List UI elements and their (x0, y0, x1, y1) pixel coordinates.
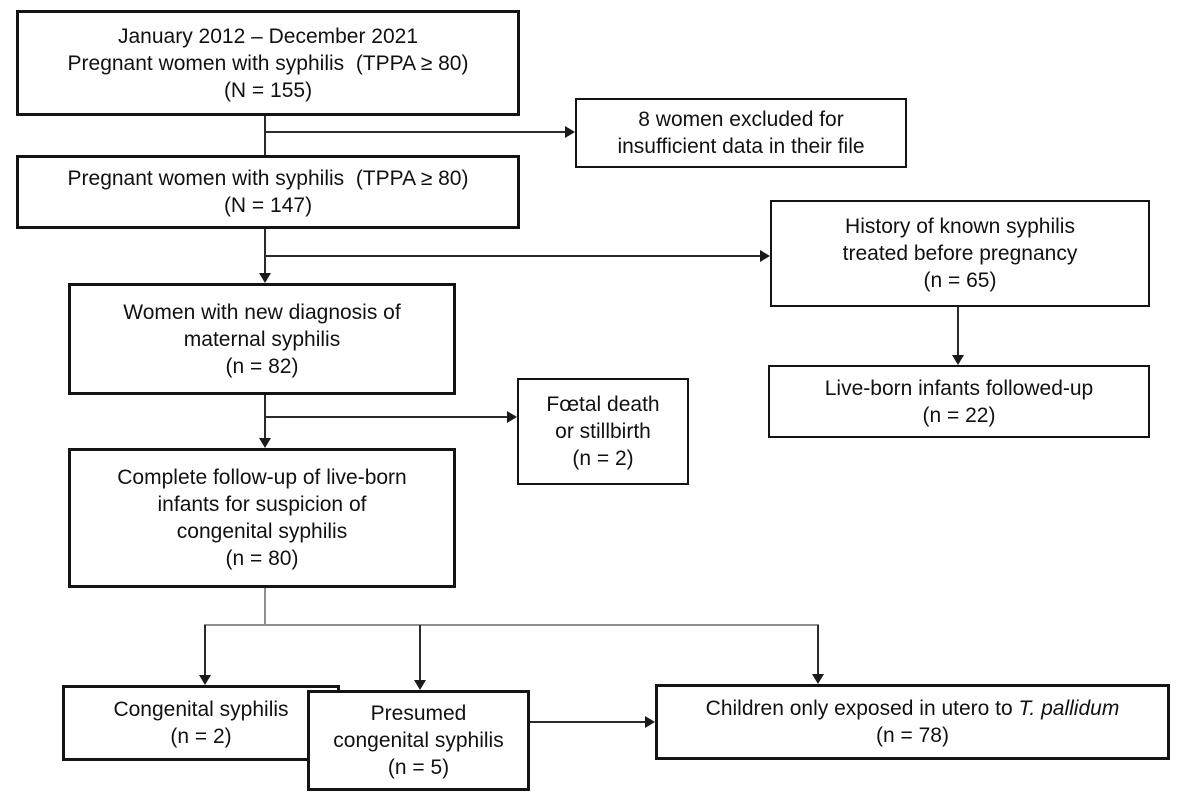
node-foetal-death: Fœtal death or stillbirth (n = 2) (517, 378, 689, 485)
arrowhead-excluded-icon (565, 126, 575, 138)
connector-initial-eligible (264, 116, 266, 155)
arrowhead-foetal-icon (507, 411, 517, 423)
arrowhead-history-icon (760, 250, 770, 262)
connector-to-excluded (265, 131, 566, 133)
node-liveborn-followup-line2: (n = 22) (922, 403, 996, 427)
node-liveborn-followup-line1: Live-born infants followed-up (824, 376, 1094, 400)
connector-eligible-newdiagnosis (264, 229, 266, 275)
node-excluded-line1: 8 women excluded for (638, 108, 844, 131)
node-initial-line1: January 2012 – December 2021 (117, 24, 419, 48)
distribution-rail (204, 624, 819, 626)
connector-rail-presumed (419, 625, 421, 682)
node-history-line3: (n = 65) (923, 269, 997, 292)
arrowhead-exposed-icon (812, 674, 824, 684)
node-exposed: Children only exposed in utero to T. pal… (655, 684, 1170, 760)
arrowhead-congenital-icon (199, 675, 211, 685)
node-excluded: 8 women excluded for insufficient data i… (575, 98, 907, 168)
node-history-line2: treated before pregnancy (842, 242, 1078, 265)
node-history: History of known syphilis treated before… (770, 200, 1150, 307)
node-foetal-death-line2: or stillbirth (555, 420, 651, 443)
node-initial: January 2012 – December 2021 Pregnant wo… (16, 10, 520, 116)
node-eligible: Pregnant women with syphilis (TPPA ≥ 80)… (16, 155, 520, 229)
node-presumed: Presumed congenital syphilis (n = 5) (307, 690, 530, 791)
node-exposed-line2: (n = 78) (876, 724, 949, 747)
node-congenital-line1: Congenital syphilis (113, 698, 289, 721)
node-new-diagnosis: Women with new diagnosis of maternal syp… (68, 283, 456, 395)
node-foetal-death-line3: (n = 2) (572, 447, 634, 470)
connector-rail-exposed (817, 625, 819, 676)
node-complete-followup-line4: (n = 80) (225, 547, 299, 570)
node-exposed-line1: Children only exposed in utero to T. pal… (705, 697, 1120, 720)
connector-to-history (265, 255, 761, 257)
arrowhead-liveborn-icon (952, 355, 964, 365)
node-eligible-line1: Pregnant women with syphilis (TPPA ≥ 80) (67, 167, 469, 190)
connector-rail-congenital (204, 625, 206, 677)
node-complete-followup-line2: infants for suspicion of (157, 493, 367, 516)
arrowhead-followup-icon (259, 438, 271, 448)
arrowhead-presumed-exposed-icon (645, 716, 655, 728)
node-congenital-line2: (n = 2) (170, 725, 232, 748)
italic-species-name: T. pallidum (1018, 697, 1120, 720)
node-initial-line2: Pregnant women with syphilis (TPPA ≥ 80) (67, 51, 469, 75)
node-new-diagnosis-line1: Women with new diagnosis of (123, 300, 401, 324)
node-history-line1: History of known syphilis (845, 215, 1075, 238)
node-eligible-line2: (N = 147) (223, 194, 313, 217)
node-presumed-line3: (n = 5) (387, 756, 450, 779)
connector-followup-rail (264, 588, 266, 626)
arrowhead-newdiagnosis-icon (259, 273, 271, 283)
connector-to-foetal (265, 416, 508, 418)
node-presumed-line2: congenital syphilis (333, 729, 504, 752)
node-new-diagnosis-line2: maternal syphilis (183, 327, 341, 351)
node-initial-line3: (N = 155) (223, 78, 313, 102)
connector-presumed-exposed (530, 721, 646, 723)
node-presumed-line1: Presumed (370, 702, 467, 725)
node-complete-followup: Complete follow-up of live-born infants … (68, 448, 456, 588)
node-foetal-death-line1: Fœtal death (546, 393, 660, 416)
arrowhead-presumed-icon (414, 680, 426, 690)
node-complete-followup-line3: congenital syphilis (176, 520, 348, 543)
node-new-diagnosis-line3: (n = 82) (225, 354, 299, 378)
node-complete-followup-line1: Complete follow-up of live-born (117, 466, 407, 489)
connector-history-liveborn (957, 307, 959, 357)
node-liveborn-followup: Live-born infants followed-up (n = 22) (768, 365, 1150, 438)
node-congenital: Congenital syphilis (n = 2) (62, 685, 340, 761)
node-excluded-line2: insufficient data in their file (617, 135, 865, 158)
